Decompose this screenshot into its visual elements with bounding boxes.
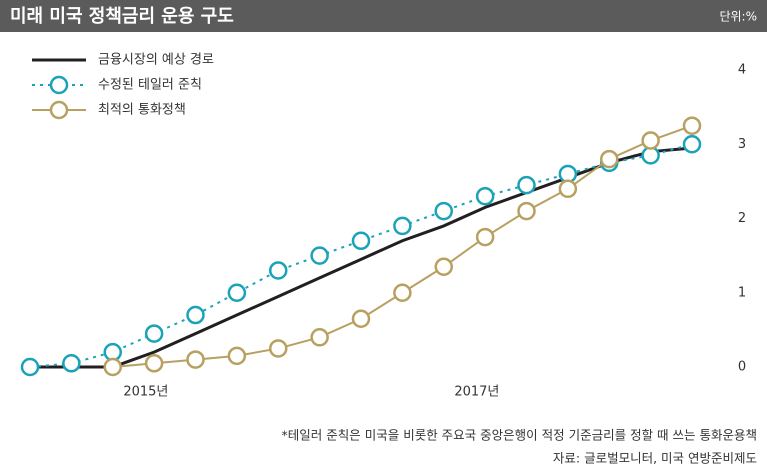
point xyxy=(517,201,536,221)
x-tick-label: 2015년 xyxy=(123,385,168,400)
unit-label: 단위:% xyxy=(719,10,757,24)
point xyxy=(62,354,81,373)
point xyxy=(682,116,702,135)
point xyxy=(103,357,122,377)
point xyxy=(434,257,453,277)
x-tick-label: 2017년 xyxy=(454,385,499,400)
point xyxy=(475,227,495,247)
point xyxy=(227,283,247,302)
y-tick-label: 0 xyxy=(738,360,746,375)
chart-title: 미래 미국 정책금리 운용 구도 xyxy=(10,6,234,27)
point xyxy=(310,328,329,347)
legend-label: 수정된 테일러 준칙 xyxy=(98,78,202,93)
point xyxy=(186,350,205,369)
point xyxy=(393,283,412,302)
legend-marker xyxy=(49,75,69,95)
y-tick-label: 3 xyxy=(738,137,746,152)
point xyxy=(310,246,329,265)
title-banner xyxy=(0,0,767,32)
point xyxy=(682,135,702,154)
footnote: 자료: 글로벌모니터, 미국 연방준비제도 xyxy=(553,451,757,466)
point xyxy=(144,324,164,343)
legend-label: 금융시장의 예상 경로 xyxy=(98,53,214,68)
point xyxy=(20,357,40,377)
legend-label: 최적의 통화정책 xyxy=(98,103,186,118)
point xyxy=(144,354,164,373)
series-line xyxy=(29,143,693,368)
point xyxy=(393,216,412,236)
y-tick-label: 4 xyxy=(738,63,746,78)
point xyxy=(186,305,205,325)
point xyxy=(558,179,578,199)
y-tick-label: 2 xyxy=(738,211,746,226)
legend-marker xyxy=(49,100,69,120)
point xyxy=(227,346,247,366)
point xyxy=(641,131,660,150)
point xyxy=(517,175,536,195)
point xyxy=(269,339,288,358)
point xyxy=(269,261,288,280)
point xyxy=(351,309,371,328)
point xyxy=(600,149,619,169)
point xyxy=(475,186,495,206)
footnote: *테일러 준칙은 미국을 비롯한 주요국 중앙은행이 적정 기준금리를 정할 때… xyxy=(282,428,757,443)
y-tick-label: 1 xyxy=(738,285,746,300)
point xyxy=(434,201,453,221)
series-line xyxy=(30,146,693,369)
point xyxy=(351,231,371,251)
